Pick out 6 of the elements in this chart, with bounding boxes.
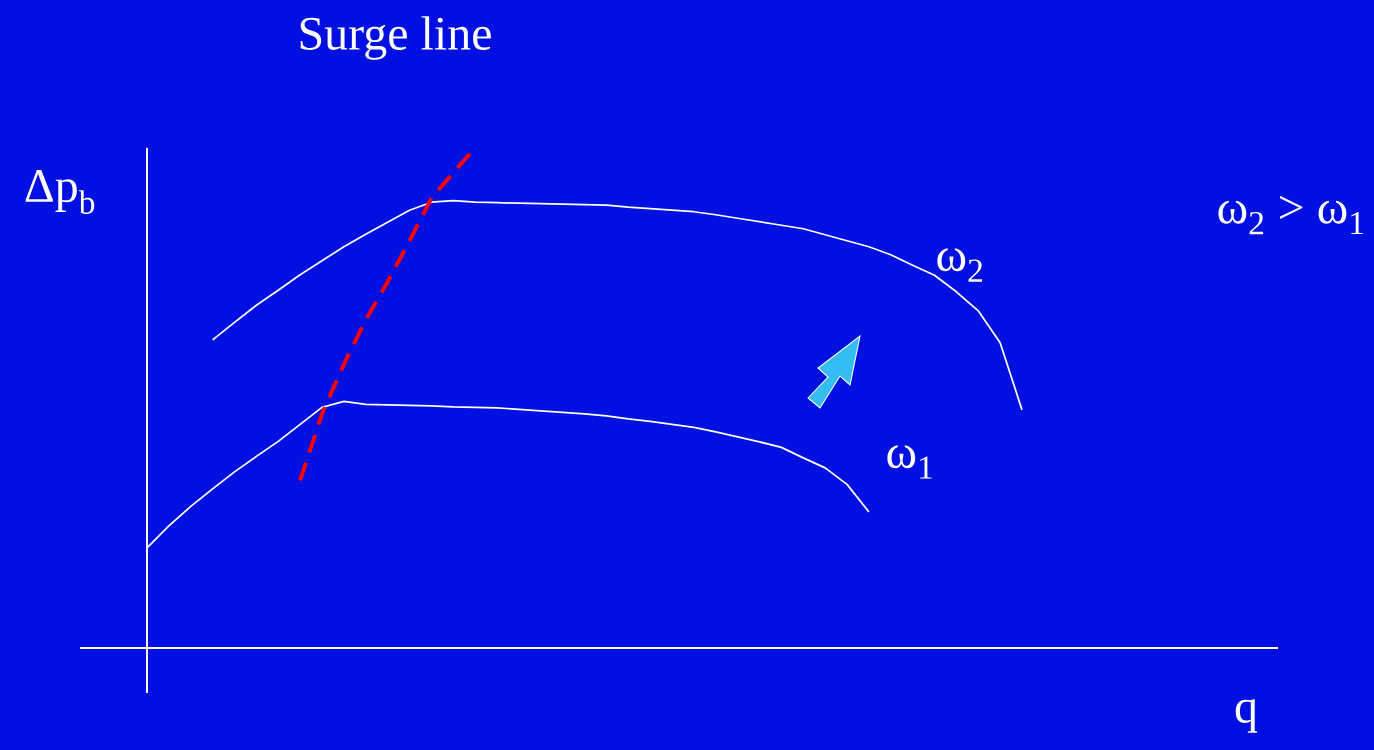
series-label: ω$_{1}$	[887, 445, 932, 479]
chart-title: Surge line	[300, 16, 491, 60]
series-label: ω$_{2}$	[937, 248, 983, 282]
text: ω$_{2}$ > ω$_{1}$	[1218, 195, 1364, 235]
y-axis-title: Δp$_{b}$	[25, 170, 95, 214]
x-axis-title: q	[1235, 699, 1258, 733]
